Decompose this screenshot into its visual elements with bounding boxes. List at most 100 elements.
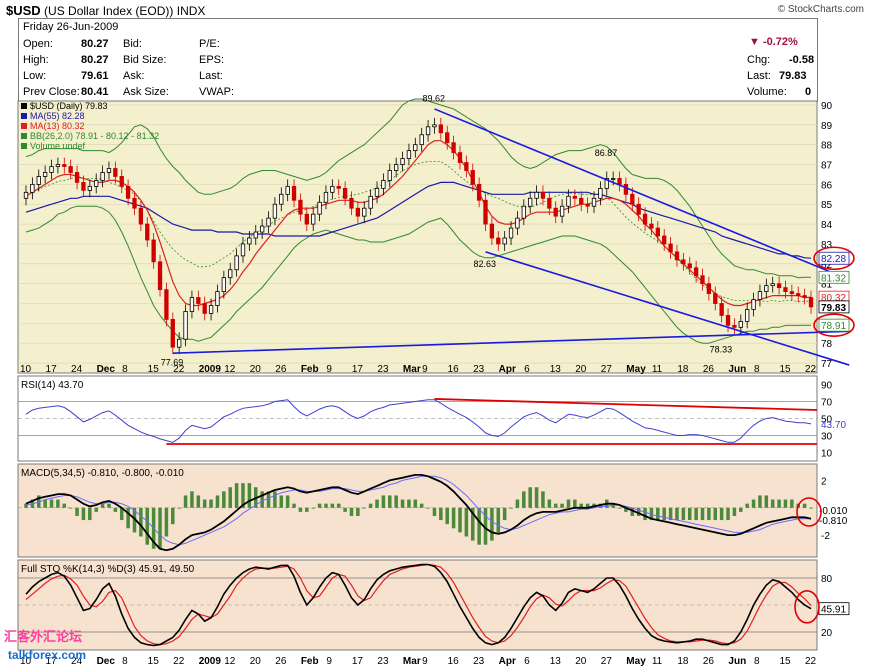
candle-body: [177, 338, 182, 348]
candle-body: [636, 203, 641, 215]
trendline-lower: [485, 251, 850, 366]
candle-body: [796, 293, 801, 296]
price-annotation: 82.63: [474, 259, 497, 269]
price-tick-label: 77: [821, 359, 833, 370]
macd-histogram-bar: [88, 507, 92, 521]
price-right-label: 78.91: [821, 321, 846, 332]
candle-body: [400, 158, 405, 165]
price-right-label-box: [818, 251, 850, 265]
symbol: $USD: [6, 3, 41, 18]
price-tick-label: 90: [821, 101, 833, 112]
price-tick-label: 87: [821, 161, 833, 172]
macd-signal-line: [25, 475, 811, 546]
candle-body: [151, 239, 156, 263]
candle-body: [119, 176, 124, 187]
candle-body: [330, 185, 335, 193]
macd-histogram-bar: [234, 483, 239, 508]
candle-body: [240, 243, 246, 257]
trendline-upper: [434, 108, 850, 281]
candle-body: [732, 324, 737, 328]
x-tick-label: 22: [805, 364, 817, 375]
x-tick-label-bottom: Dec: [97, 656, 116, 667]
macd-histogram-bar: [790, 499, 794, 508]
candle-body: [419, 134, 424, 146]
macd-histogram-bar: [94, 507, 98, 512]
volume-label: Volume:: [747, 86, 787, 98]
macd-histogram-bar: [439, 507, 443, 521]
x-tick-label: 23: [473, 364, 485, 375]
macd-histogram-bar: [394, 495, 398, 508]
x-tick-label: 20: [250, 364, 262, 375]
price-tick-label: 78: [821, 339, 833, 350]
trendline-support: [172, 330, 850, 354]
x-tick-label-bottom: 9: [422, 656, 428, 667]
candle-body: [49, 166, 54, 173]
macd-histogram-bar: [75, 507, 79, 516]
candle-body: [234, 255, 239, 271]
candle-body: [719, 303, 724, 316]
x-tick-label: Apr: [499, 364, 516, 375]
macd-histogram-bar: [49, 499, 54, 508]
candle-body: [202, 303, 207, 314]
macd-histogram-bar: [209, 499, 213, 508]
last-label-left: Last:: [199, 70, 223, 82]
macd-line: [25, 473, 812, 552]
macd-histogram-bar: [675, 507, 679, 521]
highlight-circle: [794, 589, 820, 624]
macd-histogram-bar: [687, 507, 692, 521]
candle-body: [572, 195, 578, 199]
macd-histogram-bar: [126, 507, 130, 529]
candle-body: [579, 197, 584, 205]
macd-histogram-bar: [783, 499, 788, 508]
candle-body: [547, 197, 552, 209]
macd-histogram-bar: [324, 503, 328, 508]
macd-histogram-bar: [222, 491, 226, 508]
x-tick-label: May: [626, 364, 646, 375]
candle-body: [170, 318, 175, 348]
macd-histogram-bar: [279, 495, 284, 508]
bollinger-upper: [25, 98, 811, 279]
sto-k-line: [25, 563, 812, 647]
candle-body: [521, 205, 526, 219]
x-tick-label-bottom: 15: [779, 656, 791, 667]
x-tick-label-bottom: 23: [473, 656, 485, 667]
macd-histogram-bar: [470, 507, 475, 541]
macd-histogram-bar: [458, 507, 462, 533]
rsi-tick-label: 30: [821, 432, 833, 443]
x-tick-label-bottom: Mar: [403, 656, 421, 667]
macd-histogram-bar: [745, 503, 749, 508]
x-tick-label-bottom: 26: [275, 656, 287, 667]
candle-body: [674, 251, 680, 261]
macd-histogram-bar: [81, 507, 86, 521]
macd-histogram-bar: [132, 507, 137, 533]
candle-body: [285, 185, 290, 195]
macd-histogram-bar: [407, 499, 411, 508]
macd-right-label: -0.010: [819, 506, 848, 517]
candle-body: [610, 178, 616, 180]
stochastic-panel: 80 20 Full STO %K(14,3) %D(3) 45.91, 49.50…: [17, 559, 850, 651]
x-tick-label-bottom: 16: [448, 656, 460, 667]
candle-body: [457, 152, 463, 163]
candle-body: [642, 213, 648, 225]
bid-label: Bid:: [123, 38, 142, 50]
macd-histogram-bar: [502, 507, 507, 521]
x-tick-label-bottom: 24: [71, 656, 83, 667]
x-tick-label-bottom: 17: [352, 656, 364, 667]
ask-label: Ask:: [123, 70, 145, 82]
x-tick-label: 15: [779, 364, 791, 375]
x-tick-label: 8: [122, 364, 128, 375]
candle-body: [183, 311, 188, 340]
candle-body: [757, 291, 763, 300]
x-tick-label: 15: [148, 364, 160, 375]
x-tick-label: 27: [601, 364, 613, 375]
x-tick-label-bottom: 20: [575, 656, 587, 667]
x-tick-label: 26: [703, 364, 715, 375]
macd-histogram-bar: [764, 495, 769, 508]
candle-body: [266, 217, 271, 227]
x-tick-label-bottom: 20: [250, 656, 262, 667]
macd-histogram-bar: [260, 491, 264, 508]
macd-histogram-bar: [802, 503, 807, 508]
macd-histogram-bar: [509, 507, 513, 509]
candle-body: [362, 207, 367, 217]
candle-body: [783, 287, 788, 292]
